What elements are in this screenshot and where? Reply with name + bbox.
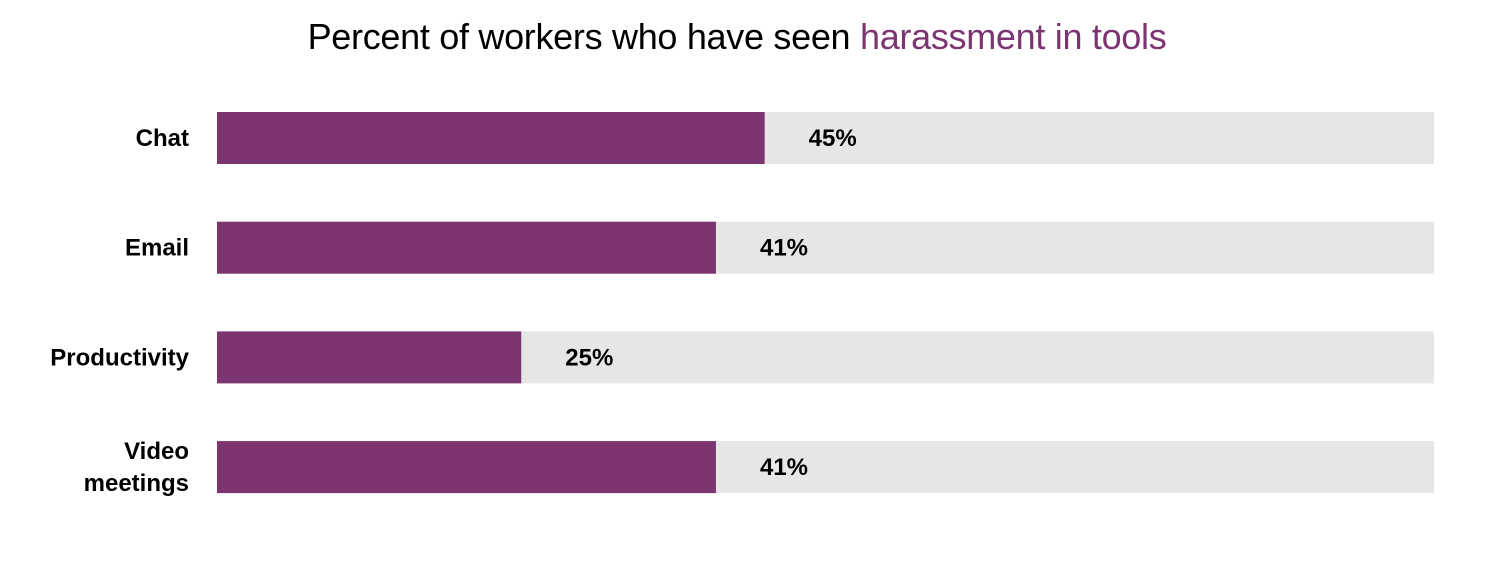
category-label-line: Email bbox=[125, 235, 189, 262]
title-prefix: Percent of workers who have seen bbox=[307, 16, 860, 57]
bar bbox=[217, 221, 716, 274]
bar bbox=[217, 441, 716, 494]
title-highlight: harassment in tools bbox=[859, 16, 1167, 57]
value-label: 41% bbox=[760, 454, 808, 481]
bar bbox=[217, 331, 522, 384]
category-label: Chat bbox=[136, 125, 189, 152]
value-label: 45% bbox=[809, 125, 857, 152]
category-label: Productivity bbox=[50, 344, 189, 371]
chart-title: Percent of workers who have seen harassm… bbox=[0, 16, 1474, 58]
category-label-line: Productivity bbox=[50, 344, 189, 371]
category-label: Video meetings bbox=[84, 438, 189, 497]
bar-row: Productivity 25% bbox=[50, 331, 1434, 384]
category-label: Email bbox=[125, 235, 189, 262]
value-label: 25% bbox=[565, 344, 613, 371]
bar bbox=[217, 112, 765, 164]
bar-row: Chat 45% bbox=[136, 112, 1434, 164]
category-label-line: Chat bbox=[136, 125, 189, 152]
bar-row: Email 41% bbox=[125, 221, 1434, 274]
category-label-line: meetings bbox=[84, 470, 189, 497]
category-label-line: Video bbox=[124, 438, 189, 465]
bar-row: Video meetings 41% bbox=[84, 438, 1434, 497]
value-label: 41% bbox=[760, 235, 808, 262]
